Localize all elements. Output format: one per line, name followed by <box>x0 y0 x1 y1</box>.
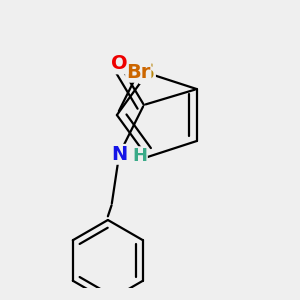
Text: S: S <box>140 63 155 83</box>
Text: O: O <box>111 54 128 74</box>
Text: N: N <box>111 145 127 164</box>
Text: Br: Br <box>126 63 151 82</box>
Text: H: H <box>132 147 147 165</box>
